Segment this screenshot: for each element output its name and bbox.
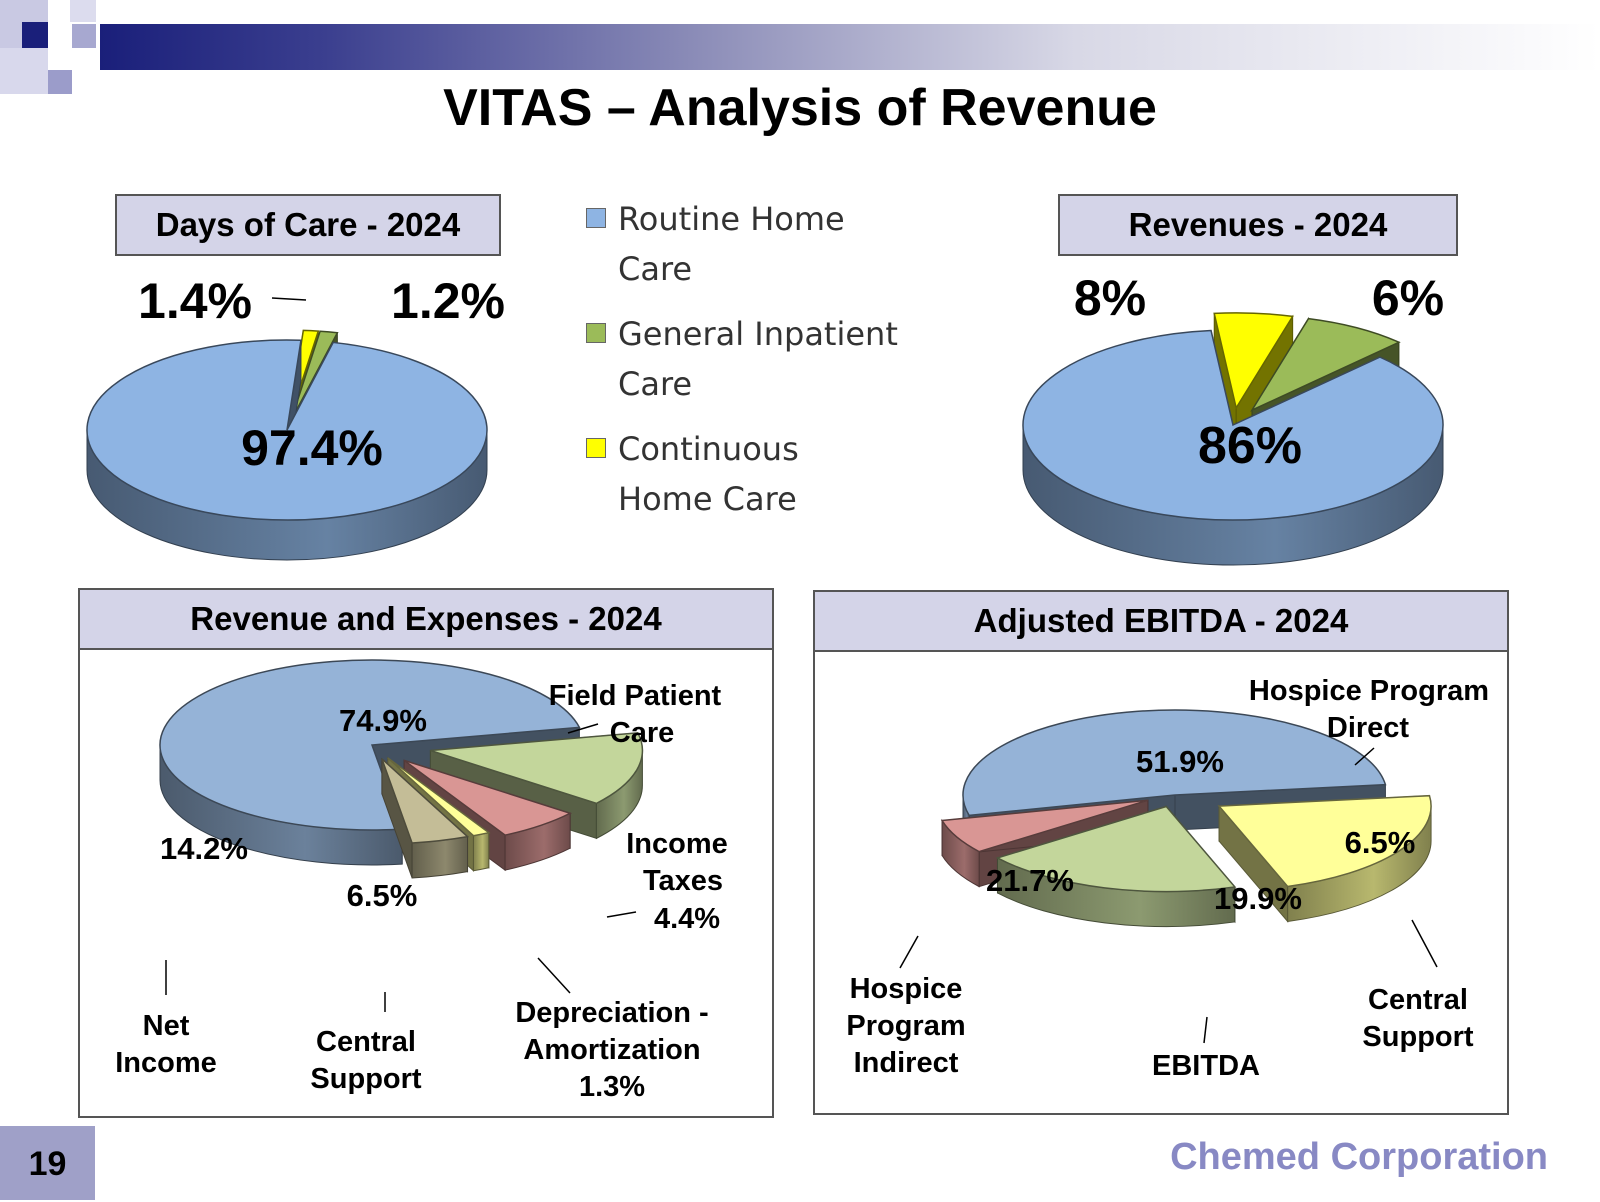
legend-swatch <box>586 323 606 343</box>
brand-name: Chemed Corporation <box>1170 1136 1548 1178</box>
pie-slice-ebitda <box>995 805 1237 928</box>
data-label: 21.7% <box>986 863 1074 898</box>
callout-label: Direct <box>1327 712 1410 744</box>
data-label: 14.2% <box>160 831 248 866</box>
callout-label: Central <box>1368 984 1468 1016</box>
callout-label: Support <box>1362 1021 1473 1053</box>
leader-line <box>271 297 307 301</box>
days-of-care-header: Days of Care - 2024 <box>115 194 501 256</box>
revenue-expenses-header: Revenue and Expenses - 2024 <box>78 588 774 650</box>
callout-label: 4.4% <box>654 903 720 935</box>
callout-label: Income <box>115 1047 217 1079</box>
slide-title: VITAS – Analysis of Revenue <box>443 79 1157 137</box>
callout-label: Field Patient <box>549 680 722 712</box>
callout-label: Hospice Program <box>1249 675 1489 707</box>
callout-label: Depreciation - <box>515 997 708 1029</box>
callout-label: Hospice <box>850 973 963 1005</box>
pie-slice-routine-home-care <box>86 339 488 561</box>
leader-line <box>537 957 571 994</box>
callout-label: EBITDA <box>1152 1050 1260 1082</box>
legend-item-general-inpatient-care: General Inpatient Care <box>586 309 898 409</box>
data-label: 74.9% <box>339 703 427 738</box>
pie-chart-3 <box>940 709 1432 928</box>
legend-swatch <box>586 438 606 458</box>
callout-label: Care <box>610 717 675 749</box>
data-label: 6.5% <box>1345 825 1416 860</box>
data-label: 6% <box>1372 270 1444 326</box>
pie-slice-income-taxes <box>381 757 470 879</box>
data-label: 1.4% <box>138 273 252 329</box>
page-number: 19 <box>0 1126 95 1200</box>
pie-slice-routine-home-care <box>1022 329 1444 566</box>
data-label: 8% <box>1074 270 1146 326</box>
leader-line <box>1354 747 1375 766</box>
callout-label: Net <box>143 1010 190 1042</box>
leader-line <box>606 911 637 918</box>
pie-slice-hospice-program-indirect <box>1217 794 1432 923</box>
data-label: 1.2% <box>391 273 505 329</box>
data-label: 51.9% <box>1136 744 1224 779</box>
callout-label: Program <box>846 1010 965 1042</box>
leader-line <box>1203 1016 1208 1044</box>
leader-line <box>567 723 599 734</box>
legend-item-routine-home-care: Routine Home Care <box>586 194 845 294</box>
revenues-header: Revenues - 2024 <box>1058 194 1458 256</box>
callout-label: Amortization <box>523 1034 700 1066</box>
legend-swatch <box>586 208 606 228</box>
data-label: 6.5% <box>347 878 418 913</box>
pie-chart-2 <box>159 659 644 879</box>
leader-line <box>1411 919 1438 968</box>
callout-label: 1.3% <box>579 1071 645 1103</box>
pie-chart-1 <box>1022 312 1444 566</box>
pie-chart-0 <box>86 329 488 561</box>
callout-label: Income <box>626 828 728 860</box>
data-label: 19.9% <box>1214 881 1302 916</box>
callout-label: Indirect <box>854 1047 959 1079</box>
adjusted-ebitda-header: Adjusted EBITDA - 2024 <box>813 590 1509 652</box>
callout-label: Support <box>310 1063 421 1095</box>
leader-line <box>899 935 919 969</box>
callout-label: Central <box>316 1026 416 1058</box>
corner-decoration <box>0 0 100 95</box>
data-label: 97.4% <box>241 420 383 476</box>
data-label: 86% <box>1198 417 1302 475</box>
callout-label: Taxes <box>643 865 723 897</box>
legend-item-continuous-home-care: Continuous Home Care <box>586 424 799 524</box>
title-bar-gradient <box>100 24 1600 70</box>
